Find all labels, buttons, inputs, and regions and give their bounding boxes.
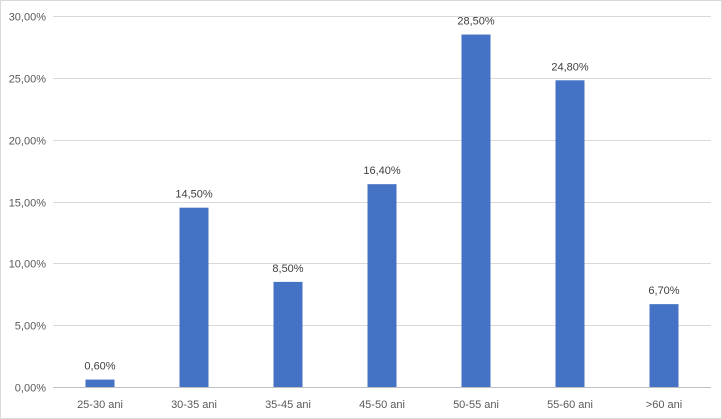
y-tick-label: 30,00% [9,12,47,24]
bars [85,34,679,388]
bar-60-ani [649,304,679,387]
x-category-label: 50-55 ani [453,399,499,411]
data-labels: 0,60% 14,50% 8,50% 16,40% 28,50% 24,80% 6,70% [84,16,679,373]
bar-50-55-ani [461,34,491,388]
bar-35-45-ani [273,281,303,387]
y-tick-label: 25,00% [9,74,47,86]
bar-25-30-ani [85,379,115,387]
data-label: 16,40% [363,165,401,177]
data-label: 8,50% [272,263,303,275]
bar-45-50-ani [367,184,397,387]
y-tick-label: 0,00% [15,383,46,395]
x-category-label: >60 ani [646,399,682,411]
data-label: 14,50% [175,189,213,201]
x-category-label: 55-60 ani [547,399,593,411]
x-category-label: 45-50 ani [359,399,405,411]
data-label: 6,70% [648,285,679,297]
data-label: 28,50% [457,16,495,28]
bar-55-60-ani [555,80,585,387]
x-category-label: 25-30 ani [77,399,123,411]
data-label: 24,80% [551,61,589,73]
y-tick-label: 20,00% [9,136,47,148]
y-tick-label: 5,00% [15,321,46,333]
x-axis-category-labels: 25-30 ani 30-35 ani 35-45 ani 45-50 ani 50-5… [77,399,682,411]
x-category-label: 30-35 ani [171,399,217,411]
bar-30-35-ani [179,207,209,387]
data-label: 0,60% [84,361,115,373]
y-axis-tick-labels: 0,00% 5,00% 10,00% 15,00% 20,00% 25,00% 30,00% [9,12,47,395]
y-tick-label: 10,00% [9,259,47,271]
y-tick-label: 15,00% [9,198,47,210]
x-category-label: 35-45 ani [265,399,311,411]
